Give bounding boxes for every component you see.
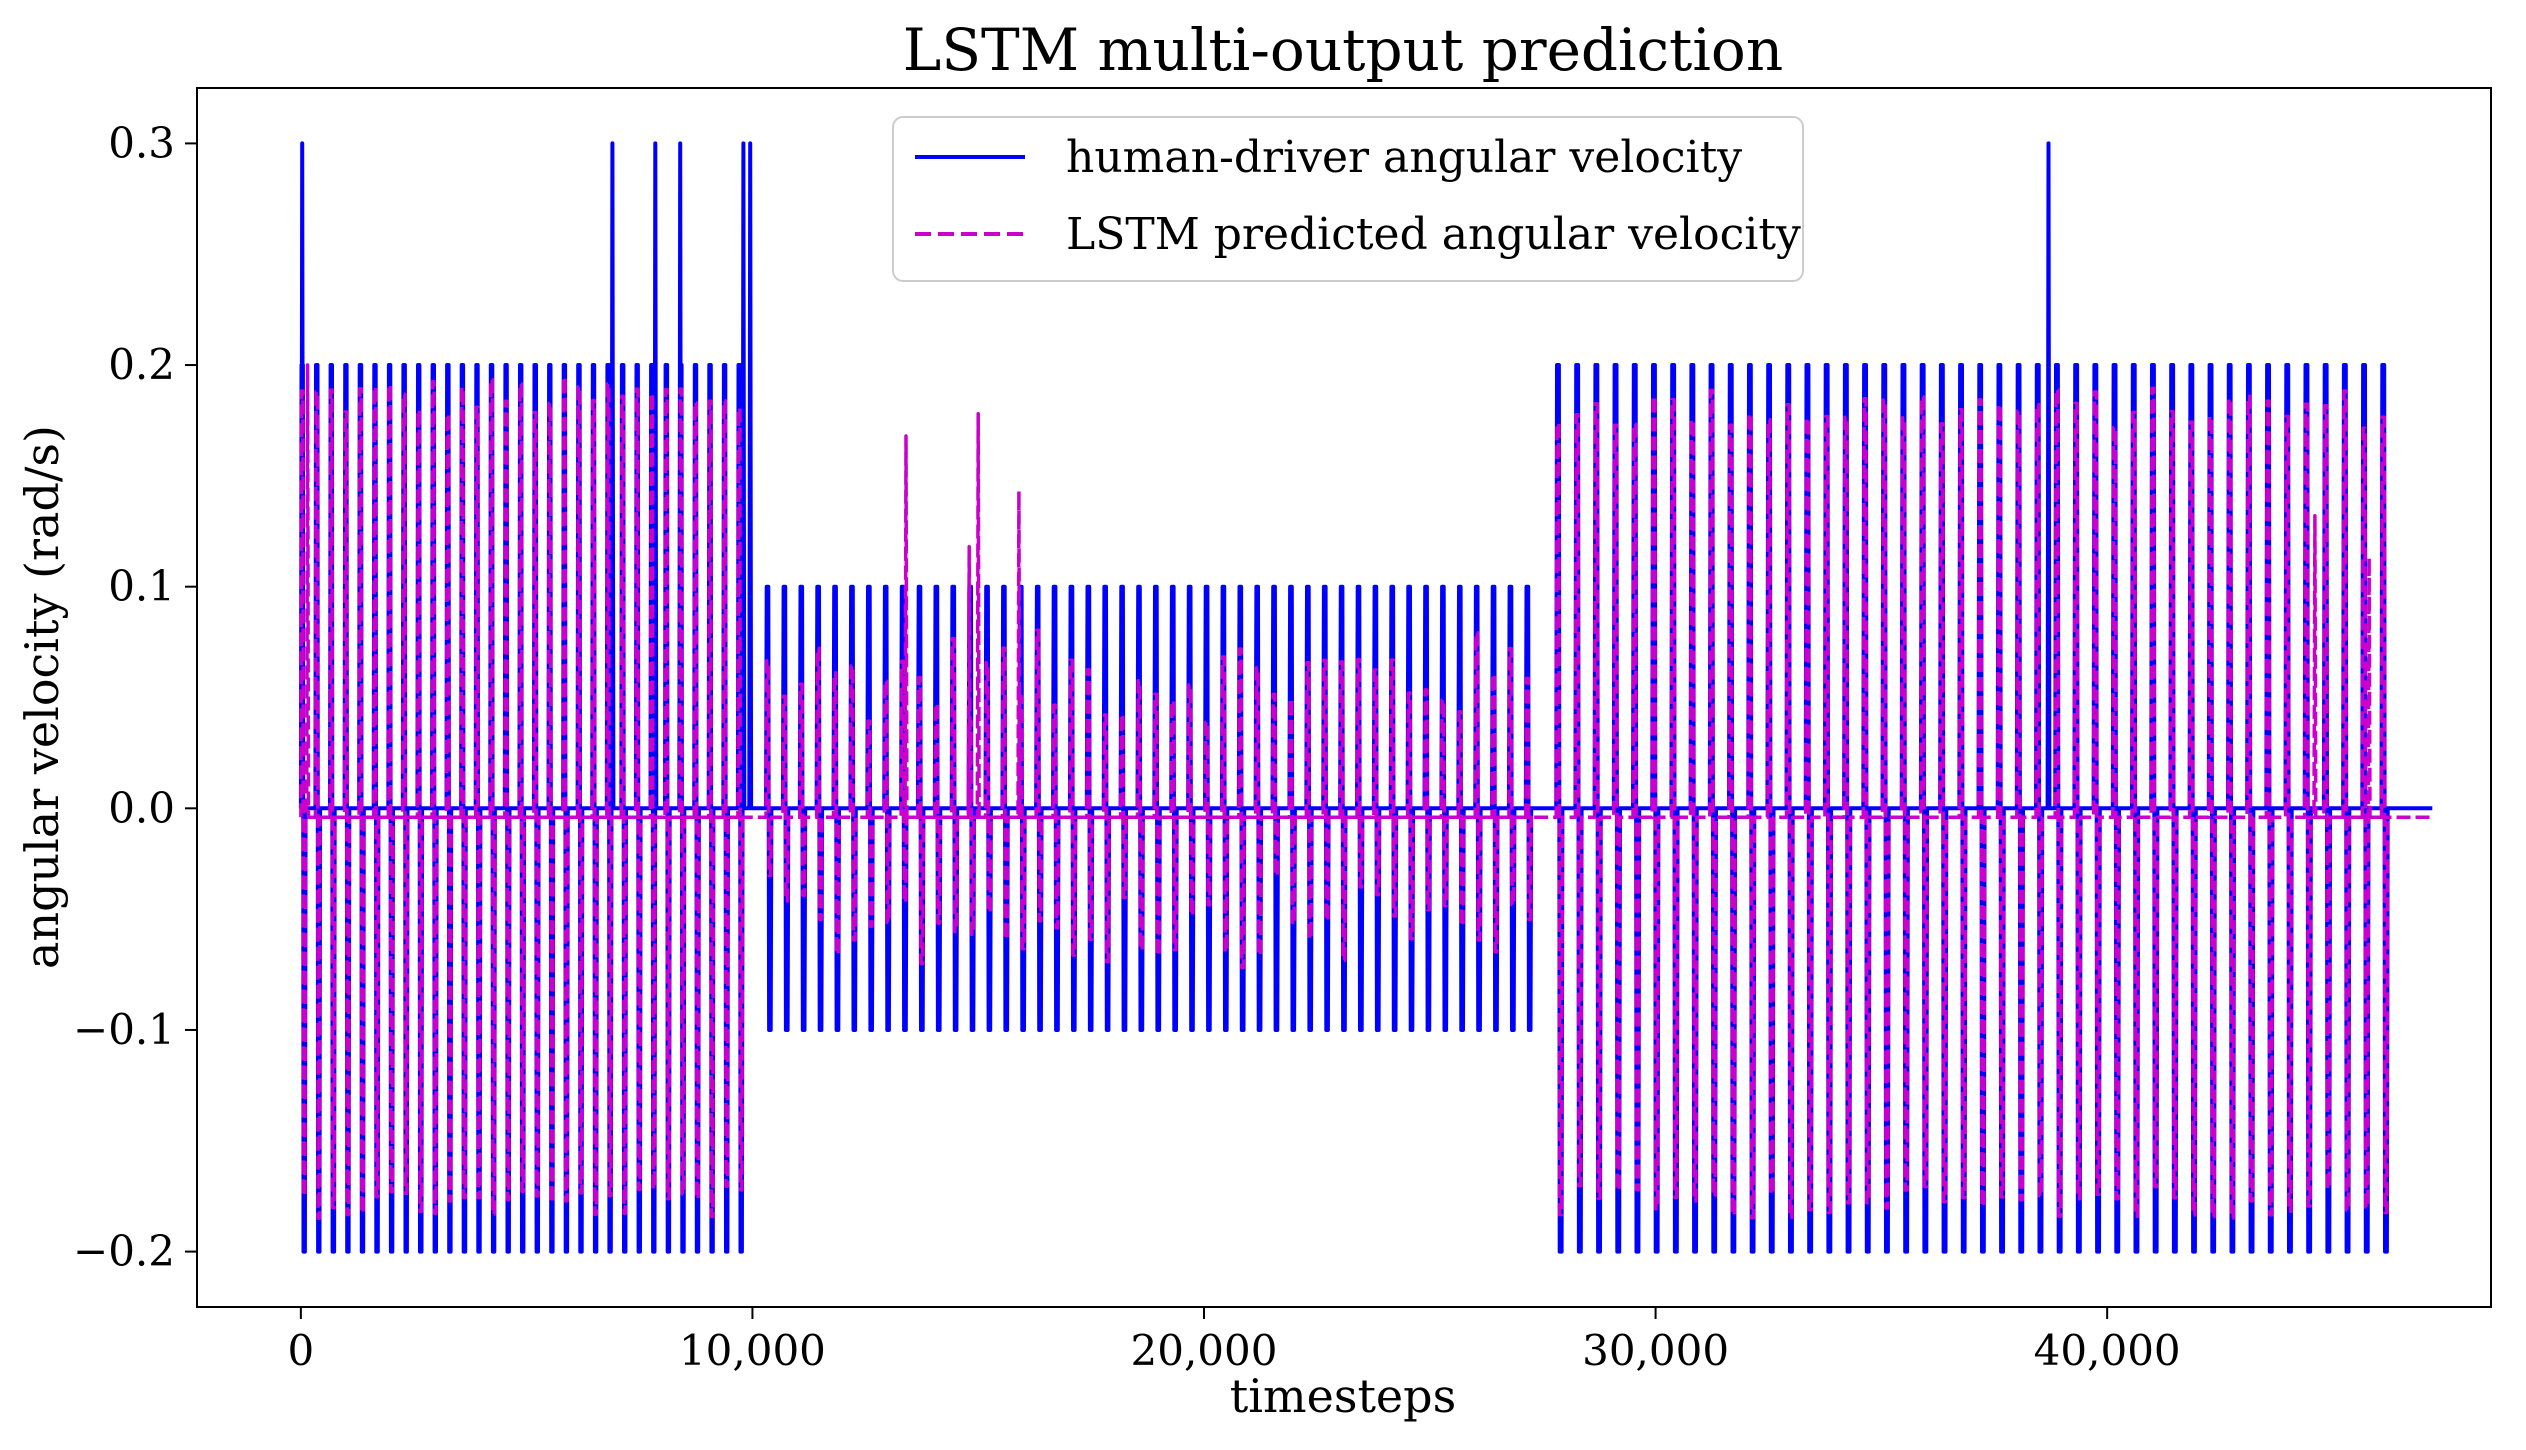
y-tick-label: 0.0 (108, 783, 175, 832)
y-tick-label: −0.2 (73, 1227, 175, 1276)
y-tick-label: −0.1 (73, 1005, 175, 1054)
y-tick-label: 0.3 (108, 118, 175, 167)
legend-label-lstm: LSTM predicted angular velocity (1066, 209, 1801, 260)
x-tick-label: 10,000 (679, 1326, 826, 1375)
y-tick-label: 0.1 (108, 562, 175, 611)
x-axis-label: timesteps (1230, 1369, 1456, 1423)
x-tick-label: 20,000 (1131, 1326, 1278, 1375)
legend: human-driver angular velocity LSTM predi… (892, 116, 1804, 282)
plot-area (298, 141, 2433, 1254)
chart-title: LSTM multi-output prediction (903, 16, 1783, 84)
plot-frame (196, 87, 2492, 1308)
x-tick-label: 30,000 (1582, 1326, 1729, 1375)
x-tick-label: 40,000 (2034, 1326, 2181, 1375)
y-axis-label: angular velocity (rad/s) (15, 425, 69, 969)
legend-box (892, 116, 1804, 282)
x-tick-label: 0 (287, 1326, 314, 1375)
y-tick-label: 0.2 (108, 340, 175, 389)
series-lstm-predicted-line (299, 363, 2433, 1220)
legend-label-human: human-driver angular velocity (1066, 132, 1742, 183)
